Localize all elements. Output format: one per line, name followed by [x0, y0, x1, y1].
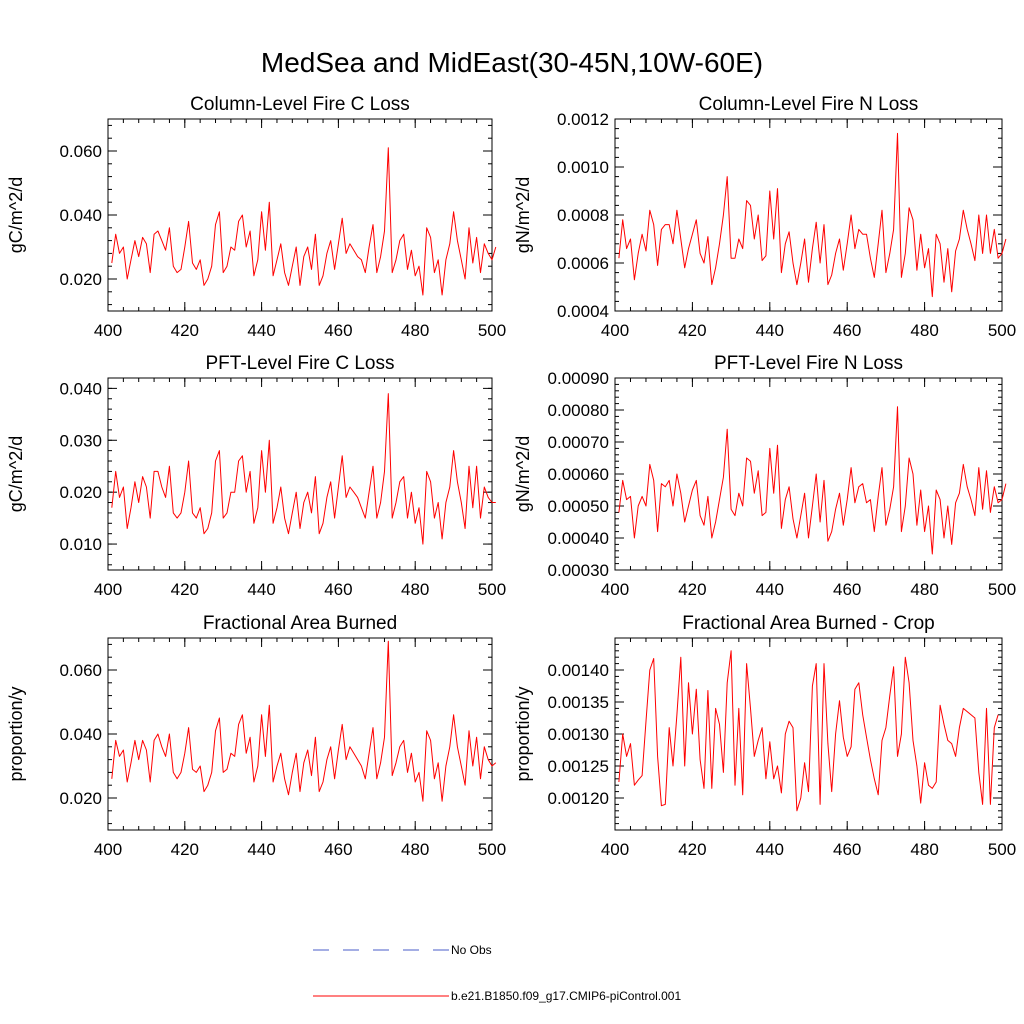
y-tick-label: 0.00040	[548, 529, 609, 548]
x-tick-label: 440	[247, 580, 275, 599]
y-tick-label: 0.060	[59, 661, 102, 680]
y-tick-label: 0.0012	[557, 110, 609, 129]
x-tick-label: 460	[324, 321, 352, 340]
panel-fractional-area-burned-crop: Fractional Area Burned - Crop 400 420 440 46…	[513, 613, 1016, 859]
x-tick-label: 440	[756, 580, 784, 599]
panel-column-fire-n-loss: Column-Level Fire N Loss 400 420 440 460 480 5…	[513, 94, 1016, 340]
x-tick-label: 420	[171, 840, 199, 859]
x-tick-label: 400	[94, 580, 122, 599]
x-tick-label: 500	[988, 321, 1016, 340]
x-tick-label: 460	[833, 840, 861, 859]
y-tick-label: 0.040	[59, 725, 102, 744]
y-axis-label: gN/m^2/d	[513, 436, 533, 512]
y-tick-label: 0.00050	[548, 497, 609, 516]
series-line	[618, 650, 999, 812]
panel-title: Fractional Area Burned - Crop	[682, 613, 934, 634]
y-tick-label: 0.00140	[548, 661, 609, 680]
series-line	[111, 640, 497, 802]
x-tick-label: 400	[94, 840, 122, 859]
panel-title: PFT-Level Fire C Loss	[206, 353, 395, 374]
plot-frame	[614, 637, 1003, 831]
legend-label-no-obs: No Obs	[451, 943, 492, 957]
y-tick-label: 0.00090	[548, 369, 609, 388]
panel-title: Column-Level Fire N Loss	[699, 94, 919, 115]
y-tick-label: 0.040	[59, 206, 102, 225]
y-axis-label: proportion/y	[513, 686, 533, 781]
y-tick-label: 0.00135	[548, 693, 609, 712]
legend-label-model: b.e21.B1850.f09_g17.CMIP6-piControl.001	[451, 989, 681, 1003]
x-tick-label: 400	[94, 321, 122, 340]
panel-pft-fire-n-loss: PFT-Level Fire N Loss 400 420 440 460 480 500 0…	[513, 353, 1016, 599]
plot-frame	[107, 377, 493, 571]
y-tick-label: 0.00130	[548, 725, 609, 744]
plot-frame	[107, 637, 493, 831]
plot-frame	[614, 377, 1003, 571]
series-line	[111, 147, 497, 296]
x-tick-label: 500	[478, 321, 506, 340]
x-tick-label: 420	[171, 580, 199, 599]
panel-column-fire-c-loss: Column-Level Fire C Loss 400 420 440 460 480 5…	[6, 94, 506, 340]
panel-fractional-area-burned: Fractional Area Burned 400 420 440 460 480 500…	[6, 613, 506, 859]
series-line	[618, 406, 1007, 555]
panel-title: Fractional Area Burned	[203, 613, 397, 634]
y-tick-label: 0.030	[59, 431, 102, 450]
y-tick-label: 0.00125	[548, 757, 609, 776]
figure-title: MedSea and MidEast(30-45N,10W-60E)	[261, 47, 763, 78]
y-axis-label: gC/m^2/d	[6, 436, 26, 512]
x-tick-label: 440	[756, 840, 784, 859]
x-tick-label: 500	[478, 840, 506, 859]
x-tick-label: 480	[910, 321, 938, 340]
panel-title: PFT-Level Fire N Loss	[714, 353, 903, 374]
panel-title: Column-Level Fire C Loss	[190, 94, 410, 115]
y-axis-label: gC/m^2/d	[6, 177, 26, 253]
series-line	[618, 132, 1007, 298]
x-tick-label: 440	[247, 321, 275, 340]
x-tick-label: 400	[601, 840, 629, 859]
x-tick-label: 500	[988, 840, 1016, 859]
y-tick-label: 0.020	[59, 270, 102, 289]
y-tick-label: 0.060	[59, 142, 102, 161]
y-tick-label: 0.020	[59, 483, 102, 502]
x-tick-label: 480	[401, 321, 429, 340]
x-tick-label: 480	[910, 840, 938, 859]
x-tick-label: 460	[833, 321, 861, 340]
x-tick-label: 480	[401, 840, 429, 859]
x-tick-label: 460	[324, 580, 352, 599]
x-tick-label: 500	[478, 580, 506, 599]
x-tick-label: 460	[833, 580, 861, 599]
y-tick-label: 0.0010	[557, 158, 609, 177]
x-tick-label: 480	[401, 580, 429, 599]
x-tick-label: 420	[678, 840, 706, 859]
y-tick-label: 0.00030	[548, 561, 609, 580]
x-tick-label: 420	[678, 580, 706, 599]
x-tick-label: 400	[601, 321, 629, 340]
y-tick-label: 0.00070	[548, 433, 609, 452]
x-tick-label: 460	[324, 840, 352, 859]
x-tick-label: 440	[247, 840, 275, 859]
x-tick-label: 500	[988, 580, 1016, 599]
x-tick-label: 420	[171, 321, 199, 340]
y-tick-label: 0.00060	[548, 465, 609, 484]
y-tick-label: 0.010	[59, 535, 102, 554]
y-axis-label: proportion/y	[6, 686, 26, 781]
x-tick-label: 420	[678, 321, 706, 340]
y-tick-label: 0.0004	[557, 302, 609, 321]
y-tick-label: 0.040	[59, 379, 102, 398]
series-line	[111, 393, 496, 545]
y-tick-label: 0.00080	[548, 401, 609, 420]
x-tick-label: 480	[910, 580, 938, 599]
y-tick-label: 0.0008	[557, 206, 609, 225]
legend: No Obs b.e21.B1850.f09_g17.CMIP6-piContr…	[313, 943, 681, 1003]
x-tick-label: 400	[601, 580, 629, 599]
x-tick-label: 440	[756, 321, 784, 340]
y-axis-label: gN/m^2/d	[513, 177, 533, 253]
y-tick-label: 0.020	[59, 789, 102, 808]
panel-pft-fire-c-loss: PFT-Level Fire C Loss 400 420 440 460 480 500 0…	[6, 353, 506, 599]
y-tick-label: 0.00120	[548, 789, 609, 808]
y-tick-label: 0.0006	[557, 254, 609, 273]
